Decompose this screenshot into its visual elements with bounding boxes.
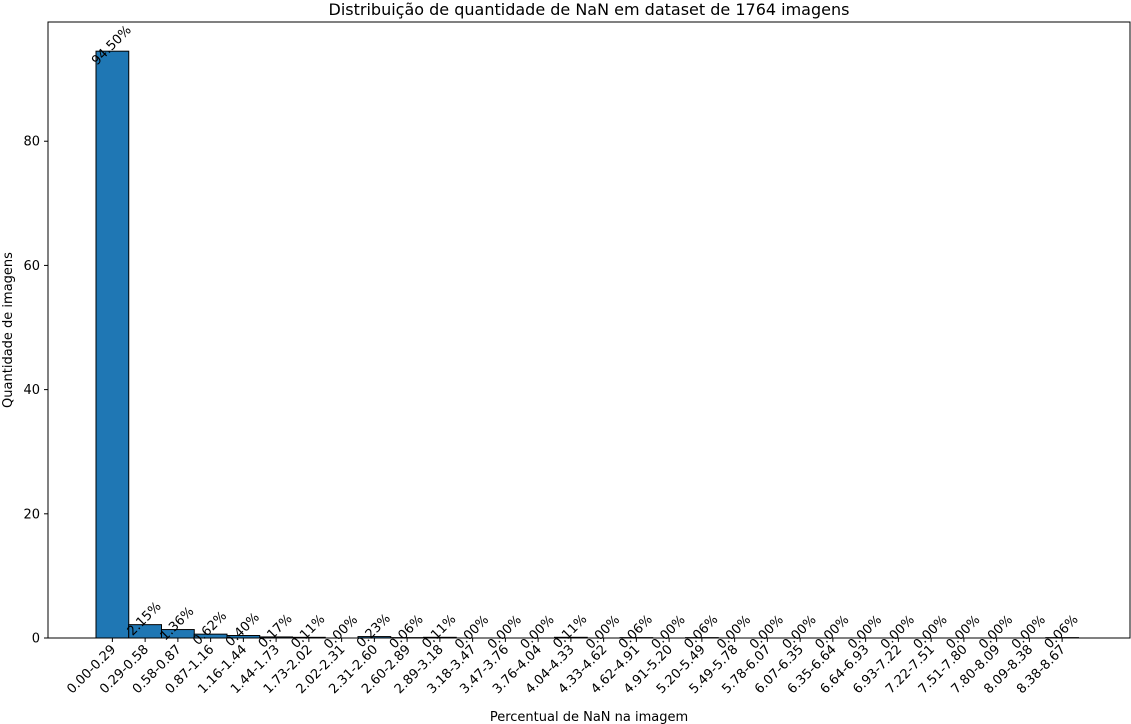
y-tick-label: 40	[23, 383, 40, 398]
bar	[95, 50, 130, 639]
data-label: 0.23%	[354, 611, 394, 651]
y-tick-label: 80	[23, 135, 40, 150]
data-labels-group: 94.50%2.15%1.36%0.62%0.40%0.17%0.11%0.00…	[89, 23, 1081, 653]
plot-frame	[47, 21, 1131, 639]
chart-title: Distribuição de quantidade de NaN em dat…	[329, 0, 850, 19]
y-axis: 0 20 40 60 80	[23, 135, 48, 647]
y-tick-label: 60	[23, 259, 40, 274]
bars-group	[95, 50, 1079, 639]
y-tick-label: 0	[32, 632, 40, 647]
data-label: 0.17%	[256, 612, 296, 652]
x-axis-label: Percentual de NaN na imagem	[490, 710, 688, 724]
y-tick-label: 20	[23, 507, 40, 522]
data-label: 0.40%	[223, 610, 263, 650]
y-axis-label: Quantidade de imagens	[1, 252, 16, 408]
